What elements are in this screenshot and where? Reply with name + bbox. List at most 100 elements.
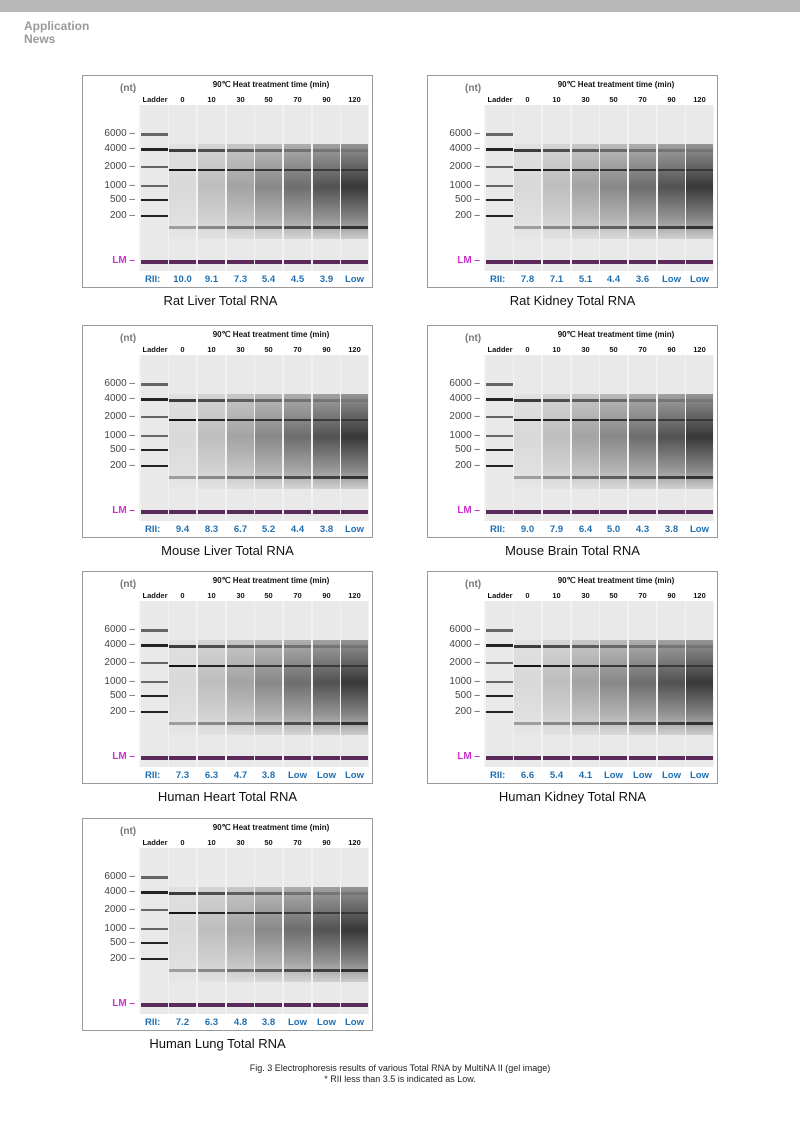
sample-lane	[313, 355, 340, 521]
gel-image	[139, 848, 369, 1014]
rrna-18s-band	[198, 665, 225, 667]
rna-smear	[514, 394, 541, 489]
small-rna-band	[198, 476, 225, 479]
rna-smear	[169, 887, 196, 982]
sample-lane	[169, 355, 196, 521]
rrna-18s-band	[284, 169, 311, 171]
rii-value: 9.0	[520, 524, 535, 535]
nt-unit-label: (nt)	[120, 579, 137, 590]
lane-label-time: 120	[348, 95, 361, 104]
ladder-size-tick: 4000 –	[449, 143, 480, 154]
lower-marker-band	[169, 756, 196, 760]
small-rna-band	[313, 722, 340, 725]
rii-value: 3.8	[261, 1017, 276, 1028]
rrna-18s-band	[629, 169, 656, 171]
rii-value: 6.4	[578, 524, 593, 535]
lower-marker-band	[227, 510, 254, 514]
rna-smear	[313, 144, 340, 239]
lane-label-time: 30	[236, 345, 245, 354]
lower-marker-band	[198, 510, 225, 514]
ladder-band	[141, 148, 168, 151]
rna-smear	[572, 394, 599, 489]
rii-value: 5.0	[606, 524, 621, 535]
rii-value: Low	[288, 1017, 307, 1028]
ladder-band	[141, 928, 168, 930]
rii-value: 6.3	[204, 770, 219, 781]
lane-label-ladder: Ladder	[487, 345, 513, 354]
rii-value: 4.4	[290, 524, 305, 535]
sample-lane	[600, 105, 627, 271]
rrna-28s-band	[284, 399, 311, 402]
sample-lane	[169, 848, 196, 1014]
ladder-lane	[486, 601, 513, 767]
rna-smear	[543, 394, 570, 489]
ladder-band	[486, 383, 513, 386]
ladder-band	[486, 644, 513, 647]
rrna-18s-band	[227, 912, 254, 914]
rna-smear	[658, 394, 685, 489]
rii-value: Low	[662, 274, 681, 285]
rrna-28s-band	[284, 892, 311, 895]
ladder-size-tick: 6000 –	[104, 871, 135, 882]
rna-smear	[313, 394, 340, 489]
small-rna-band	[514, 226, 541, 229]
sample-lane	[686, 355, 713, 521]
ladder-band	[141, 199, 168, 201]
lower-marker-band	[141, 260, 168, 264]
rrna-18s-band	[686, 665, 713, 667]
lane-label-time: 70	[293, 591, 302, 600]
rrna-18s-band	[169, 419, 196, 421]
rrna-28s-band	[227, 892, 254, 895]
rna-smear	[169, 640, 196, 735]
rrna-18s-band	[629, 419, 656, 421]
ladder-band	[141, 133, 168, 136]
small-rna-band	[313, 969, 340, 972]
lower-marker-band	[658, 756, 685, 760]
lane-label-ladder: Ladder	[142, 591, 168, 600]
rna-smear	[198, 640, 225, 735]
nt-unit-label: (nt)	[465, 83, 482, 94]
ladder-size-tick: 1000 –	[104, 676, 135, 687]
rna-smear	[543, 640, 570, 735]
lower-marker-band	[686, 260, 713, 264]
ladder-band	[486, 185, 513, 187]
ladder-size-tick: 500 –	[454, 194, 480, 205]
lower-marker-band	[572, 756, 599, 760]
lower-marker-band	[600, 756, 627, 760]
rrna-28s-band	[313, 892, 340, 895]
gel-panel: (nt) 90℃ Heat treatment time (min) Ladder 0…	[82, 818, 373, 1031]
lane-label-time: 90	[322, 345, 331, 354]
rii-value: 4.8	[233, 1017, 248, 1028]
sample-lane	[572, 601, 599, 767]
gel-panel: (nt) 90℃ Heat treatment time (min) Ladder 0…	[82, 325, 373, 538]
rii-value: 3.8	[664, 524, 679, 535]
lower-marker-band	[313, 510, 340, 514]
lane-label-ladder: Ladder	[142, 345, 168, 354]
lane-label-time: 10	[207, 345, 216, 354]
rii-value: 5.1	[578, 274, 593, 285]
small-rna-band	[629, 722, 656, 725]
rna-smear	[198, 887, 225, 982]
small-rna-band	[169, 969, 196, 972]
rii-value: 3.9	[319, 274, 334, 285]
rii-value: 6.3	[204, 1017, 219, 1028]
ladder-band	[141, 416, 168, 418]
small-rna-band	[313, 226, 340, 229]
rrna-28s-band	[255, 892, 282, 895]
lane-label-time: 90	[322, 838, 331, 847]
rrna-28s-band	[543, 149, 570, 152]
sample-lane	[572, 355, 599, 521]
rii-value: Low	[662, 770, 681, 781]
rrna-28s-band	[284, 645, 311, 648]
rii-value: 3.8	[319, 524, 334, 535]
caption-line-2: * RII less than 3.5 is indicated as Low.	[324, 1074, 476, 1084]
rrna-28s-band	[341, 149, 368, 152]
sample-lane	[658, 355, 685, 521]
ladder-size-tick: 1000 –	[104, 180, 135, 191]
rrna-28s-band	[600, 645, 627, 648]
ladder-band	[141, 465, 168, 467]
ladder-lane	[141, 355, 168, 521]
rna-smear	[514, 640, 541, 735]
small-rna-band	[341, 969, 368, 972]
rna-smear	[629, 144, 656, 239]
